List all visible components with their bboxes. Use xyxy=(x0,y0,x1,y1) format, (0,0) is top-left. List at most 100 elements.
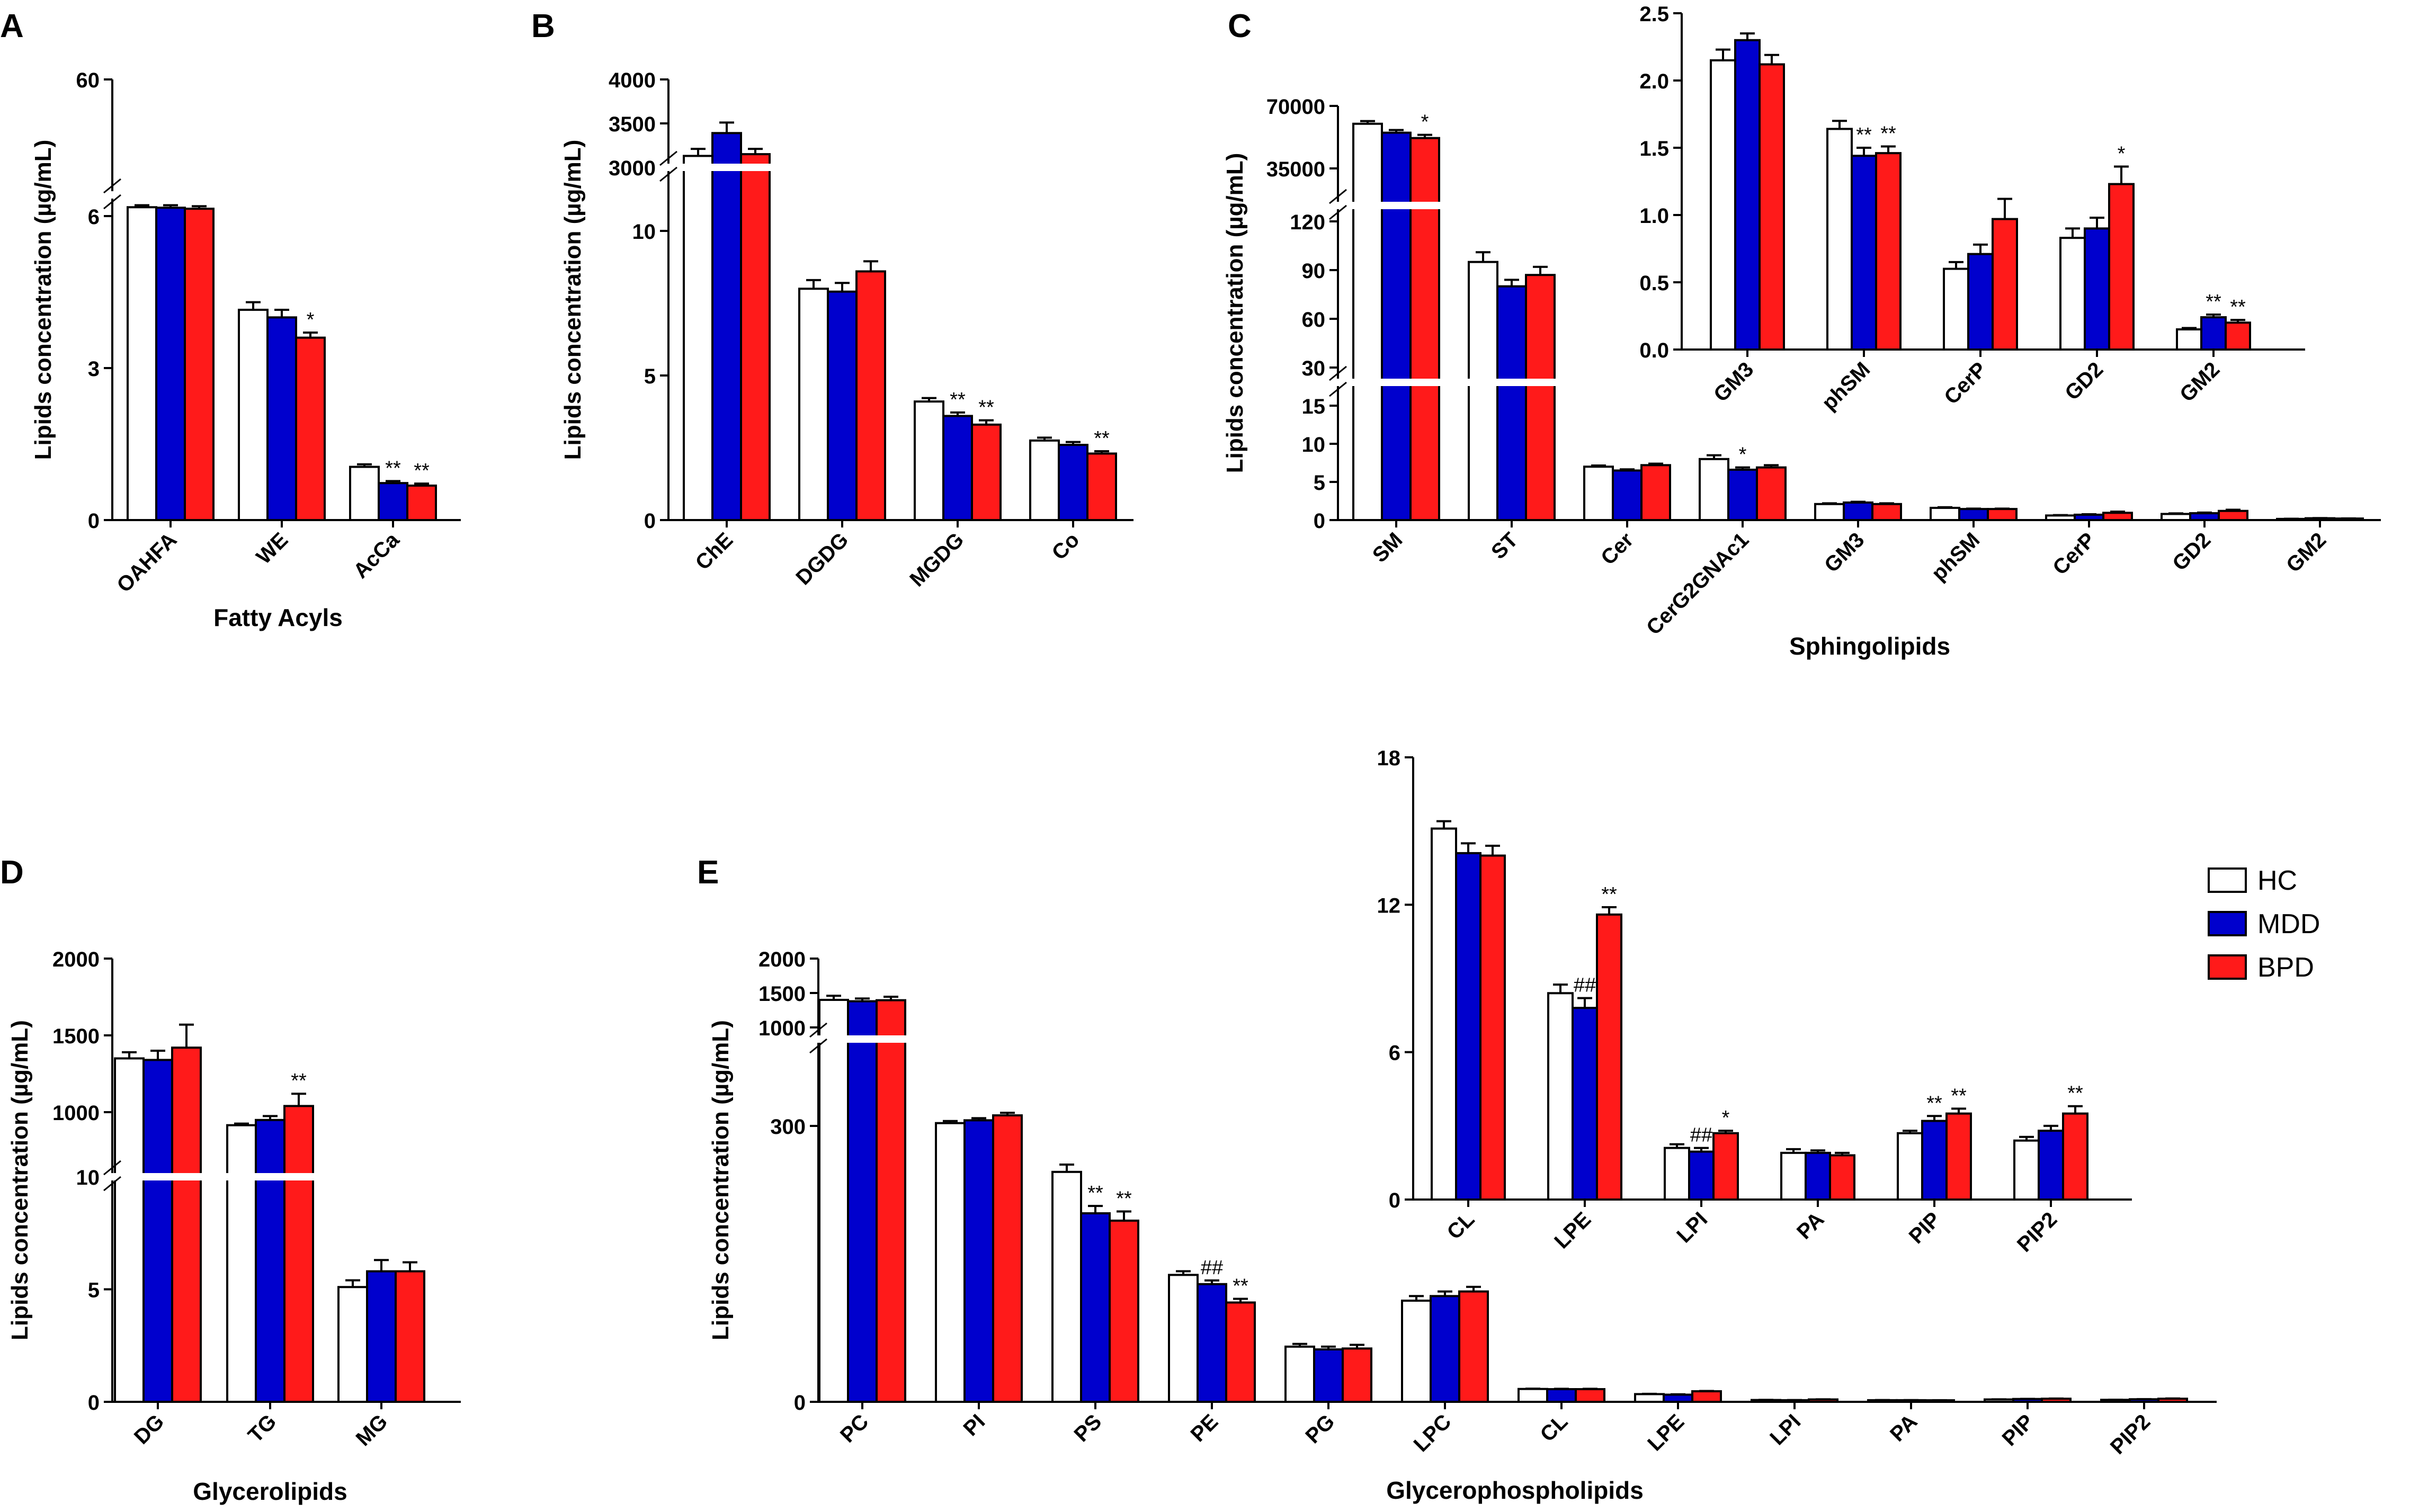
inset-x-tick-label: PIP2 xyxy=(2013,1207,2061,1256)
axis-break-mark xyxy=(1329,204,1347,220)
axis-break-gap xyxy=(808,1035,972,1043)
inset-significance-mark: ** xyxy=(1856,124,1872,146)
inset-bar-mdd-pa xyxy=(1805,1151,1831,1201)
panel-B: B 0 5 10 3000 3500 4000 Lipids concentration (µ… xyxy=(531,8,1135,591)
y-tick-label: 10 xyxy=(632,220,656,244)
bar-mdd-pi xyxy=(963,1119,994,1403)
axis-break-gap xyxy=(1327,379,1635,386)
axis-break-mark xyxy=(103,1176,121,1192)
bar-bpd-pg xyxy=(1342,1347,1372,1403)
inset-bar-bpd-pip xyxy=(1945,1112,1972,1201)
bar-bpd-oahfa xyxy=(184,208,215,521)
bar-mdd-oahfa xyxy=(155,207,186,521)
panel-E: E 0 300 1000 1500 2000 Lipids concentration (µ… xyxy=(697,747,2217,1504)
y-tick-label: 0 xyxy=(88,509,100,533)
y-tick-label: 70000 xyxy=(1266,95,1325,119)
y-tick-label: 0 xyxy=(1314,509,1325,533)
x-tick-label: CerP xyxy=(2048,528,2100,579)
panel-label: D xyxy=(0,854,24,891)
bar-bpd-cer xyxy=(1640,464,1671,522)
bar-mdd-cerp xyxy=(2074,513,2104,521)
inset-y-tick-label: 12 xyxy=(1377,894,1401,917)
inset-bar-mdd-lpe xyxy=(1572,1007,1598,1201)
inset-bar-bpd-pa xyxy=(1829,1154,1855,1201)
inset-significance-mark: * xyxy=(2118,143,2126,165)
axis-break-gap xyxy=(102,191,451,199)
inset-x-tick-label: LPE xyxy=(1550,1207,1595,1253)
inset-bar-hc-lpi xyxy=(1664,1147,1690,1201)
y-axis-title: Lipids concentration (µg/mL) xyxy=(7,1020,33,1340)
axis-break-mark xyxy=(659,150,677,166)
axis-break-mark xyxy=(809,1022,827,1038)
axis-break-mark xyxy=(809,1038,827,1054)
legend: HC MDD BPD xyxy=(2208,865,2320,983)
panel-C: C 0 5 10 15 30 60 90 120 35000 70000 Lipids concent… xyxy=(1222,3,2381,660)
axis-break-mark xyxy=(103,194,121,210)
bar-bpd-gm3 xyxy=(1871,503,1902,522)
bar-bpd-cerp xyxy=(2102,512,2133,522)
y-tick-label: 2000 xyxy=(52,948,100,971)
inset-bar-hc-gm3 xyxy=(1710,59,1736,351)
y-tick-label: 1500 xyxy=(758,982,806,1006)
significance-mark: ** xyxy=(1116,1188,1132,1210)
axis-break-mark xyxy=(1329,365,1347,381)
y-tick-label: 120 xyxy=(1290,211,1325,234)
bar-hc-ps xyxy=(1051,1170,1082,1403)
bar-mdd-we xyxy=(266,316,297,521)
y-tick-label: 10 xyxy=(1302,433,1326,457)
y-tick-label: 0 xyxy=(644,509,656,533)
y-tick-label: 3500 xyxy=(609,113,656,136)
y-tick-label: 1500 xyxy=(52,1025,100,1048)
inset-x-tick-label: GM2 xyxy=(2175,357,2224,406)
x-tick-label: LPC xyxy=(1409,1410,1456,1456)
significance-mark: ** xyxy=(978,397,994,419)
bar-bpd-pi xyxy=(992,1114,1023,1403)
inset-significance-mark: ## xyxy=(1690,1124,1712,1147)
x-tick-label: GM2 xyxy=(2282,528,2331,577)
inset-bar-bpd-gm2 xyxy=(2225,321,2251,351)
bar-mdd-pe xyxy=(1197,1283,1227,1403)
significance-mark: ## xyxy=(1201,1257,1223,1279)
x-tick-label: ChE xyxy=(691,528,738,575)
inset-y-tick-label: 0 xyxy=(1389,1189,1400,1212)
y-axis-title: Lipids concentration (µg/mL) xyxy=(708,1020,734,1340)
bar-mdd-dgdg xyxy=(827,290,858,521)
bar-bpd-mg xyxy=(395,1270,425,1403)
panel-D: D 0 5 10 1000 1500 2000 Lipids concentration (µ… xyxy=(0,854,461,1505)
bar-bpd-sm xyxy=(1409,137,1440,521)
bar-mdd-cer xyxy=(1612,469,1643,522)
y-axis-title: Lipids concentration (µg/mL) xyxy=(560,140,586,460)
bar-mdd-co xyxy=(1058,444,1088,521)
y-tick-label: 1000 xyxy=(758,1017,806,1040)
legend-swatch-hc xyxy=(2208,867,2247,893)
x-axis-title: Sphingolipids xyxy=(1789,632,1950,660)
x-tick-label: OAHFA xyxy=(112,528,181,597)
panel-label: C xyxy=(1228,8,1252,44)
bar-mdd-gd2 xyxy=(2189,512,2220,521)
bar-hc-lpe xyxy=(1634,1393,1665,1403)
y-tick-label: 0 xyxy=(794,1391,806,1415)
x-tick-label: Co xyxy=(1048,528,1084,565)
inset-bar-mdd-gd2 xyxy=(2084,227,2110,351)
panel-label: E xyxy=(697,854,719,891)
bar-mdd-mg xyxy=(366,1270,397,1403)
inset-bar-mdd-pip2 xyxy=(2038,1130,2064,1201)
bar-hc-mg xyxy=(337,1286,368,1403)
inset-bar-hc-phsm xyxy=(1826,128,1853,351)
x-tick-label: SM xyxy=(1368,528,1407,567)
x-tick-label: CL xyxy=(1536,1410,1573,1446)
y-tick-label: 2000 xyxy=(758,948,806,971)
bar-hc-cerg2gnac1 xyxy=(1699,458,1729,521)
bar-mdd-cerg2gnac1 xyxy=(1727,468,1758,522)
y-tick-label: 60 xyxy=(1302,308,1326,332)
inset-bar-hc-pip2 xyxy=(2013,1139,2040,1201)
y-tick-label: 5 xyxy=(88,1279,100,1302)
bar-mdd-gm3 xyxy=(1843,501,1873,522)
inset-y-tick-label: 2.5 xyxy=(1639,3,1669,26)
bar-bpd-st xyxy=(1525,274,1556,521)
bar-mdd-lpc xyxy=(1430,1295,1460,1403)
bar-mdd-mgdg xyxy=(942,415,973,521)
bar-mdd-dg xyxy=(142,1059,173,1403)
bar-bpd-lpe xyxy=(1691,1390,1722,1403)
